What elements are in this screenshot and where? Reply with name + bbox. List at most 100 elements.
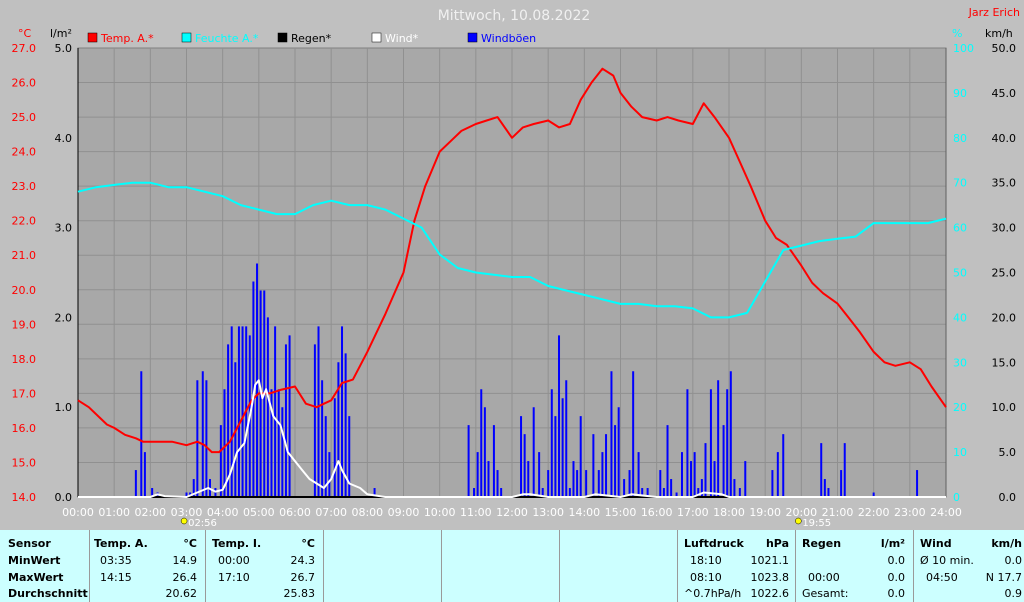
- temp-tick-label: 17.0: [12, 387, 37, 400]
- temp-a-title: Temp. A.: [94, 537, 148, 550]
- pressure-min-time: 18:10: [690, 554, 722, 567]
- sunset-icon: [795, 517, 802, 525]
- legend-label: Temp. A.*: [100, 32, 154, 45]
- pressure-trend: ^0.7hPa/h: [684, 587, 742, 600]
- x-tick-label: 08:00: [351, 506, 383, 519]
- temp-i-max: 26.7: [290, 571, 316, 584]
- x-tick-label: 00:00: [62, 506, 94, 519]
- temp-i-avg: 25.83: [283, 587, 316, 600]
- rain-unit: l/m²: [880, 537, 905, 550]
- temp-tick-label: 26.0: [12, 77, 37, 90]
- temp-i-title: Temp. I.: [212, 537, 262, 550]
- rain-tick-label: 4.0: [55, 132, 73, 145]
- x-tick-label: 13:00: [532, 506, 564, 519]
- wind-tick-label: 50.0: [992, 42, 1017, 55]
- legend-swatch: [87, 32, 98, 43]
- temp-tick-label: 23.0: [12, 180, 37, 193]
- wind-tick-label: 30.0: [992, 222, 1017, 235]
- x-tick-label: 10:00: [424, 506, 456, 519]
- row-label-avg: Durchschnitt: [8, 587, 88, 600]
- x-tick-label: 21:00: [822, 506, 854, 519]
- x-tick-label: 23:00: [894, 506, 926, 519]
- x-tick-label: 18:00: [713, 506, 745, 519]
- wind-unit: km/h: [991, 537, 1022, 550]
- temp-tick-label: 16.0: [12, 422, 37, 435]
- row-label-sensor: Sensor: [8, 537, 51, 550]
- temp-tick-label: 14.0: [12, 491, 37, 504]
- sun-markers: 02:56 19:55: [180, 517, 831, 529]
- temp-a-max: 26.4: [172, 571, 198, 584]
- x-tick-label: 15:00: [605, 506, 637, 519]
- wind-tick-label: 15.0: [992, 356, 1017, 369]
- x-tick-label: 01:00: [98, 506, 130, 519]
- x-tick-label: 09:00: [388, 506, 420, 519]
- temp-i-min-time: 00:00: [218, 554, 250, 567]
- temp-tick-label: 27.0: [12, 42, 37, 55]
- brand-label: Jarz Erich: [968, 6, 1020, 19]
- x-tick-label: 02:00: [134, 506, 166, 519]
- x-tick-label: 06:00: [279, 506, 311, 519]
- pressure-max: 1023.8: [750, 571, 790, 584]
- humidity-tick-label: 100: [953, 42, 974, 55]
- humidity-tick-label: 60: [953, 222, 967, 235]
- series-lines: [77, 67, 947, 498]
- rain-title: Regen: [802, 537, 842, 550]
- rain-total-label: Gesamt:: [802, 587, 849, 600]
- x-tick-label: 24:00: [930, 506, 962, 519]
- wind-max: N 17.7: [985, 571, 1022, 584]
- humidity-tick-label: 90: [953, 87, 967, 100]
- x-tick-label: 07:00: [315, 506, 347, 519]
- rain-max: 0.0: [887, 571, 906, 584]
- chart-title: Mittwoch, 10.08.2022: [438, 8, 591, 24]
- temp-a-min: 14.9: [172, 554, 198, 567]
- rain-tick-label: 0.0: [55, 491, 73, 504]
- x-tick-label: 20:00: [785, 506, 817, 519]
- humidity-tick-label: 20: [953, 401, 967, 414]
- pressure-max-time: 08:10: [690, 571, 722, 584]
- pressure-min: 1021.1: [750, 554, 790, 567]
- rain-unit-label: l/m²: [50, 27, 72, 40]
- series-wind-gusts: [134, 263, 919, 497]
- wind-title: Wind: [920, 537, 952, 550]
- wind-tick-label: 35.0: [992, 177, 1017, 190]
- stats-temp-i-column: Temp. I. °C 00:00 24.3 17:10 26.7 25.83: [206, 530, 324, 602]
- x-tick-label: 12:00: [496, 506, 528, 519]
- legend-swatch: [371, 32, 382, 43]
- x-tick-label: 19:00: [749, 506, 781, 519]
- temp-tick-label: 20.0: [12, 284, 37, 297]
- legend-label: Feuchte A.*: [195, 32, 259, 45]
- series-wind-line: [78, 379, 946, 498]
- chart-legend: Temp. A.* Feuchte A.* Regen* Wind* Windböen: [87, 32, 536, 45]
- rain-tick-label: 1.0: [55, 401, 73, 414]
- rain-max-time: 00:00: [808, 571, 840, 584]
- temp-i-min: 24.3: [290, 554, 316, 567]
- temp-a-unit: °C: [183, 537, 197, 550]
- temp-i-max-time: 17:10: [218, 571, 250, 584]
- wind-tick-label: 20.0: [992, 311, 1017, 324]
- temp-tick-label: 24.0: [12, 146, 37, 159]
- temp-tick-label: 25.0: [12, 111, 37, 124]
- wind-min: 0.0: [1004, 554, 1023, 567]
- humidity-tick-label: 30: [953, 356, 967, 369]
- sunrise-icon: [180, 517, 188, 525]
- x-tick-label: 11:00: [460, 506, 492, 519]
- row-label-max: MaxWert: [8, 571, 64, 584]
- pressure-avg: 1022.6: [750, 587, 790, 600]
- wind-tick-label: 10.0: [992, 401, 1017, 414]
- humidity-tick-label: 80: [953, 132, 967, 145]
- rain-tick-label: 2.0: [55, 311, 73, 324]
- temp-a-max-time: 14:15: [100, 571, 132, 584]
- legend-swatch: [277, 32, 288, 43]
- wind-max-time: 04:50: [926, 571, 958, 584]
- stats-pressure-column: Luftdruck hPa 18:10 1021.1 08:10 1023.8 …: [678, 530, 796, 602]
- stats-empty-column-3: [560, 530, 678, 602]
- axes: 00:00 01:00 02:00 03:00 04:00 05:00 06:00 07:00…: [12, 42, 1017, 519]
- wind-min-label: Ø 10 min.: [920, 554, 974, 567]
- wind-tick-label: 25.0: [992, 267, 1017, 280]
- wind-tick-label: 5.0: [999, 446, 1017, 459]
- stats-labels-column: Sensor MinWert MaxWert Durchschnitt: [0, 530, 90, 602]
- temp-i-unit: °C: [301, 537, 315, 550]
- weather-chart: Mittwoch, 10.08.2022 Jarz Erich °C l/m² …: [12, 6, 1021, 529]
- rain-total: 0.0: [887, 587, 906, 600]
- stats-temp-a-column: Temp. A. °C 03:35 14.9 14:15 26.4 20.62: [90, 530, 206, 602]
